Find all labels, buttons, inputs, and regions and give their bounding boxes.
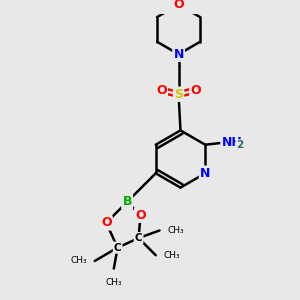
Text: O: O <box>101 216 112 229</box>
Text: O: O <box>173 0 184 11</box>
Text: CH₃: CH₃ <box>167 226 184 235</box>
Text: S: S <box>174 88 183 101</box>
Text: N: N <box>173 48 184 61</box>
Text: O: O <box>190 84 201 97</box>
Text: N: N <box>200 167 210 180</box>
Text: B: B <box>122 195 132 208</box>
Text: CH₃: CH₃ <box>106 278 122 287</box>
Text: O: O <box>135 209 146 222</box>
Text: C: C <box>135 233 142 243</box>
Text: O: O <box>156 84 167 97</box>
Text: CH₃: CH₃ <box>70 256 87 266</box>
Text: 2: 2 <box>236 140 243 150</box>
Text: CH₃: CH₃ <box>164 251 180 260</box>
Text: NH: NH <box>221 136 242 149</box>
Text: C: C <box>114 243 122 253</box>
